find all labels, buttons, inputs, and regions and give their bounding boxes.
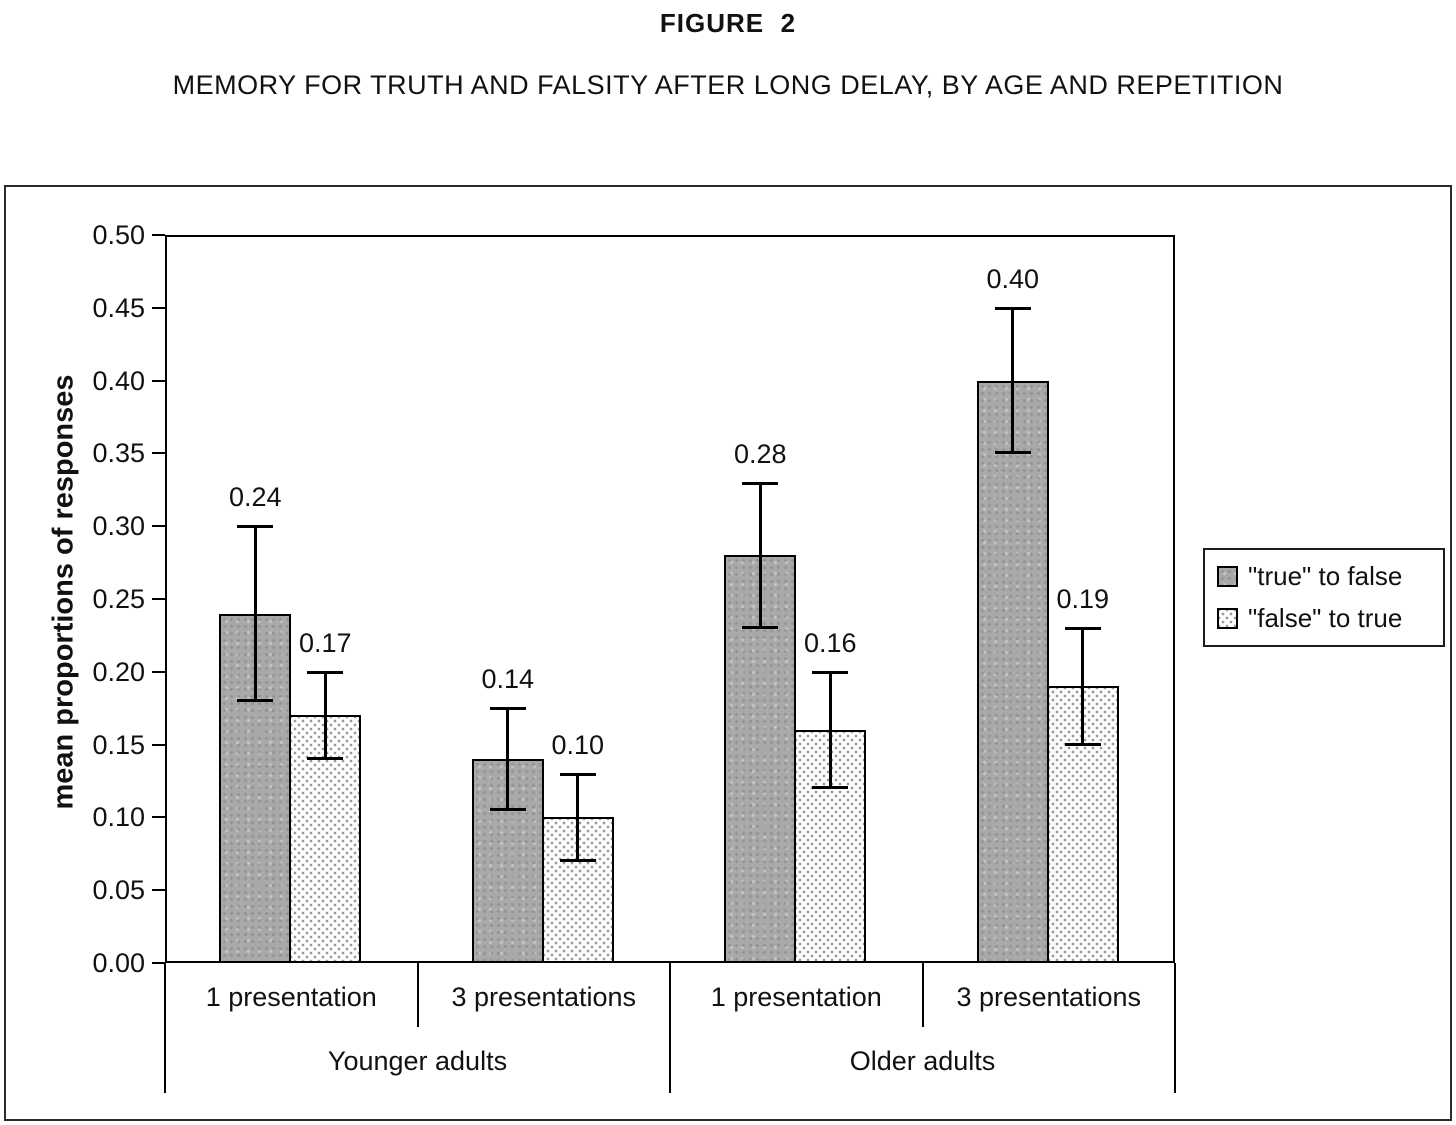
y-tick-mark bbox=[152, 452, 165, 455]
y-tick-label: 0.50 bbox=[92, 220, 145, 250]
error-bar-cap-bottom bbox=[742, 626, 779, 630]
error-bar-line bbox=[323, 671, 327, 760]
y-tick-label: 0.15 bbox=[92, 729, 145, 760]
y-tick-label: 0.40 bbox=[92, 365, 145, 396]
bar-false-to-true bbox=[289, 715, 362, 963]
x-axis-divider bbox=[669, 963, 671, 1093]
error-bar-cap-top bbox=[489, 707, 526, 711]
x-category-label: 1 presentation bbox=[710, 982, 882, 1012]
x-category-label: 1 presentation bbox=[205, 982, 377, 1012]
error-bar-cap-top bbox=[237, 525, 274, 529]
figure-title: MEMORY FOR TRUTH AND FALSITY AFTER LONG … bbox=[172, 70, 1284, 100]
bar-value-label: 0.28 bbox=[733, 438, 787, 469]
y-tick-label: 0.45 bbox=[92, 292, 145, 323]
y-tick-label: 0.10 bbox=[92, 802, 145, 833]
x-category-label: 3 presentations bbox=[451, 982, 637, 1012]
error-bar-line bbox=[1081, 628, 1085, 745]
error-bar-cap-top bbox=[812, 670, 849, 674]
y-tick-label: 0.35 bbox=[92, 438, 145, 469]
bar-true-to-false bbox=[976, 380, 1049, 963]
x-axis-divider bbox=[164, 963, 166, 1093]
error-bar-cap-bottom bbox=[489, 808, 526, 812]
x-category-label: 3 presentations bbox=[956, 982, 1142, 1012]
y-tick-mark bbox=[152, 743, 165, 746]
y-tick-label: 0.30 bbox=[92, 511, 145, 542]
error-bar-cap-top bbox=[742, 481, 779, 485]
error-bar-line bbox=[1011, 307, 1015, 454]
error-bar-cap-bottom bbox=[237, 698, 274, 702]
error-bar-cap-bottom bbox=[307, 757, 344, 761]
x-axis-divider bbox=[1174, 963, 1176, 1093]
y-tick-mark bbox=[152, 379, 165, 382]
y-tick-label: 0.00 bbox=[92, 948, 145, 978]
legend-entry-true-to-false: "true" to false bbox=[1217, 561, 1443, 592]
error-bar-line bbox=[758, 482, 762, 629]
x-group-label: Older adults bbox=[849, 1046, 996, 1076]
error-bar-cap-top bbox=[559, 772, 596, 776]
y-tick-mark bbox=[152, 306, 165, 309]
legend-label-false-to-true: "false" to true bbox=[1248, 603, 1403, 633]
y-tick-label: 0.25 bbox=[92, 584, 145, 614]
legend: "true" to false "false" to true bbox=[1203, 548, 1445, 647]
y-tick-label: 0.05 bbox=[92, 875, 145, 906]
figure-label: FIGURE 2 bbox=[659, 8, 797, 38]
y-tick-mark bbox=[152, 234, 165, 236]
error-bar-cap-top bbox=[994, 306, 1031, 310]
error-bar-line bbox=[253, 526, 257, 701]
y-tick-label: 0.20 bbox=[92, 656, 145, 687]
y-tick-mark bbox=[152, 525, 165, 528]
bar-value-label: 0.14 bbox=[481, 664, 535, 695]
y-tick-mark bbox=[152, 889, 165, 892]
error-bar-line bbox=[576, 773, 580, 862]
bar-value-label: 0.19 bbox=[1056, 584, 1110, 615]
x-group-label: Younger adults bbox=[327, 1046, 508, 1076]
bar-value-label: 0.17 bbox=[298, 627, 352, 658]
y-tick-mark bbox=[152, 962, 165, 964]
error-bar-cap-top bbox=[1064, 627, 1101, 631]
error-bar-line bbox=[828, 671, 832, 789]
x-axis-divider bbox=[416, 963, 419, 1027]
bar-value-label: 0.10 bbox=[551, 729, 605, 760]
y-tick-mark bbox=[152, 670, 165, 673]
x-axis-divider bbox=[921, 963, 924, 1027]
legend-swatch-light-icon bbox=[1217, 608, 1238, 629]
error-bar-cap-bottom bbox=[994, 451, 1031, 455]
bar-value-label: 0.40 bbox=[986, 263, 1040, 294]
error-bar-cap-top bbox=[307, 670, 344, 674]
error-bar-cap-bottom bbox=[812, 786, 849, 790]
bar-value-label: 0.16 bbox=[803, 627, 857, 658]
legend-swatch-dark-icon bbox=[1217, 566, 1238, 587]
y-tick-mark bbox=[152, 598, 165, 600]
error-bar-cap-bottom bbox=[1064, 742, 1101, 746]
legend-entry-false-to-true: "false" to true bbox=[1217, 603, 1443, 634]
legend-label-true-to-false: "true" to false bbox=[1248, 561, 1403, 591]
error-bar-cap-bottom bbox=[559, 859, 596, 863]
error-bar-line bbox=[506, 708, 510, 811]
y-tick-mark bbox=[152, 816, 165, 819]
bar-value-label: 0.24 bbox=[228, 482, 282, 513]
